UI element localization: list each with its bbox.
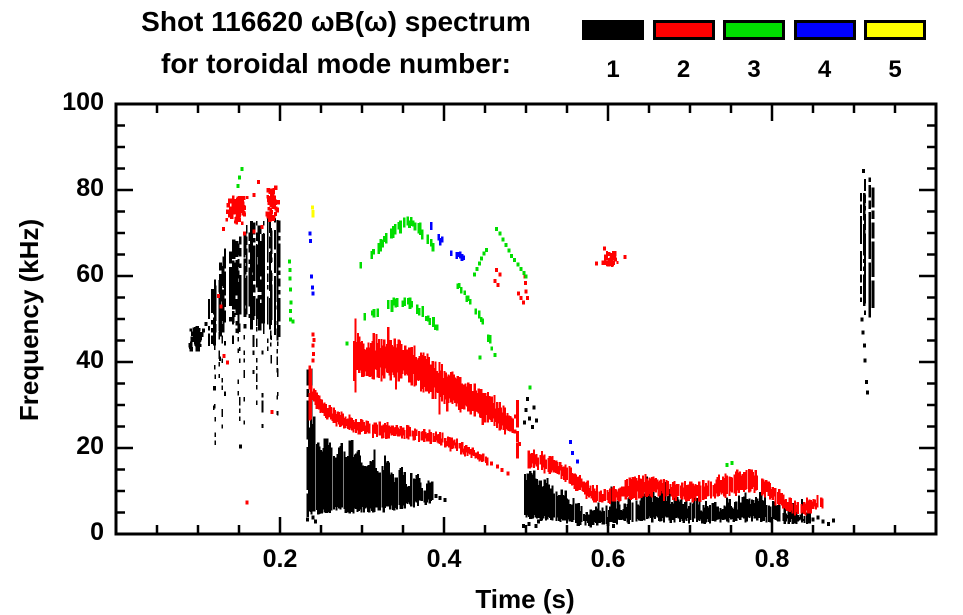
chart-title-line1: Shot 116620 ωB(ω) spectrum (141, 6, 531, 37)
x-tick-label-0.8: 0.8 (754, 545, 790, 573)
y-tick-label-20: 20 (76, 432, 104, 460)
y-tick-label-40: 40 (76, 346, 104, 374)
y-tick-label-100: 100 (62, 88, 104, 116)
plot-border (114, 102, 938, 536)
legend-mode-label-4: 4 (817, 56, 832, 83)
legend-swatch-mode-3 (723, 20, 785, 40)
x-tick-label-0.6: 0.6 (590, 545, 626, 573)
legend-mode-label-3: 3 (747, 56, 761, 83)
legend-swatch-mode-5 (864, 20, 926, 40)
x-tick-label-0.4: 0.4 (426, 545, 462, 573)
y-axis-label: Frequency (kHz) (14, 218, 44, 422)
y-tick-label-80: 80 (76, 174, 104, 202)
x-tick-label-0.2: 0.2 (262, 545, 298, 573)
y-tick-label-0: 0 (90, 518, 104, 546)
plot-data-layer (188, 167, 875, 528)
legend-mode-label-2: 2 (676, 56, 691, 83)
legend-swatch-mode-4 (793, 20, 856, 40)
legend-mode-label-5: 5 (888, 56, 902, 83)
x-axis-label: Time (s) (475, 584, 575, 614)
chart-title-line2: for toroidal mode number: (161, 48, 511, 79)
legend-mode-label-1: 1 (606, 56, 620, 83)
y-tick-label-60: 60 (76, 260, 104, 288)
legend-swatch-mode-2 (652, 20, 715, 40)
legend-swatch-mode-1 (582, 20, 644, 40)
